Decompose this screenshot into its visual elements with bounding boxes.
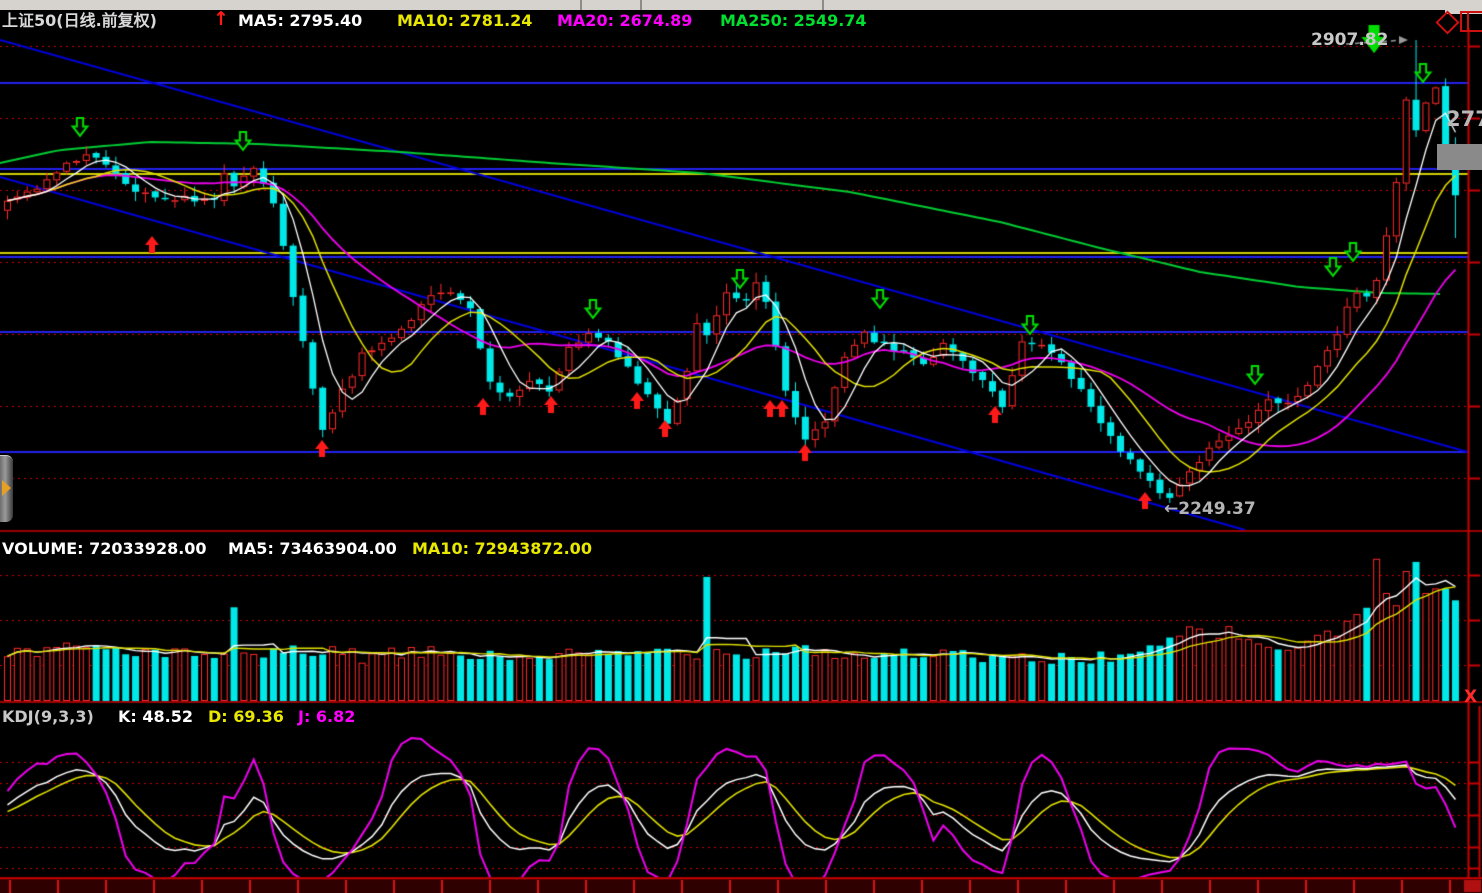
left-arrow-icon: ←: [1164, 499, 1179, 519]
close-indicator-icon[interactable]: X: [1464, 687, 1478, 707]
toolbar-divider: [580, 0, 582, 10]
toolbar-divider: [640, 0, 642, 10]
window-pane-divider: [1467, 13, 1469, 30]
ma250-legend: MA250: 2549.74: [720, 11, 867, 30]
volume-ma5: MA5: 73463904.00: [228, 539, 397, 558]
price-tag-box: [1437, 144, 1482, 170]
ma20-legend: MA20: 2674.89: [557, 11, 693, 30]
kdj-k: K: 48.52: [118, 707, 193, 726]
kdj-j: J: 6.82: [298, 707, 356, 726]
trough-price-label: ←2249.37: [1164, 499, 1256, 519]
window-layout-icon[interactable]: [1460, 11, 1482, 32]
toolbar-strip: [0, 0, 1482, 10]
kdj-name: KDJ(9,3,3): [2, 707, 94, 726]
sidebar-expand-toggle[interactable]: [0, 455, 13, 522]
up-arrow-icon: ↑: [213, 8, 229, 30]
symbol-title: 上证50(日线.前复权): [2, 11, 157, 30]
toolbar-divider: [822, 0, 824, 10]
peak-price-label: 2907.82: [1311, 30, 1389, 50]
toolbar-corner: [1445, 0, 1482, 14]
ma5-legend: MA5: 2795.40: [238, 11, 363, 30]
kdj-d: D: 69.36: [208, 707, 284, 726]
volume-ma10: MA10: 72943872.00: [412, 539, 592, 558]
expand-arrow-icon: [2, 480, 11, 496]
volume-value: VOLUME: 72033928.00: [2, 539, 207, 558]
last-price-label: 277: [1446, 107, 1482, 131]
ma10-legend: MA10: 2781.24: [397, 11, 533, 30]
